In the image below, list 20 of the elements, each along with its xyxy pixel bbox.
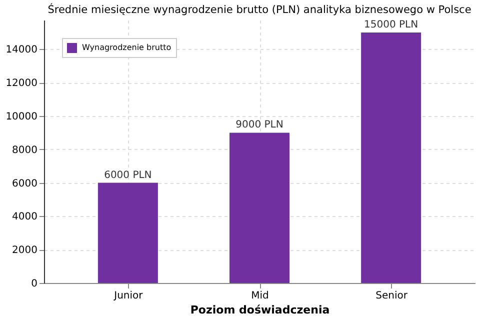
bar xyxy=(230,132,290,283)
y-tick-label: 8000 xyxy=(12,144,38,156)
legend-label: Wynagrodzenie brutto xyxy=(82,43,172,52)
bar xyxy=(361,32,422,283)
chart-title: Średnie miesięczne wynagrodzenie brutto (PLN) analityka biznesowego w Polsce xyxy=(48,3,472,16)
x-axis-title: Poziom doświadczenia xyxy=(190,304,330,316)
y-tick-label: 14000 xyxy=(6,44,38,56)
x-tick-label: Senior xyxy=(376,290,408,302)
y-tick-label: 4000 xyxy=(12,212,38,223)
y-tick-label: 6000 xyxy=(12,178,38,190)
y-tick-label: 10000 xyxy=(6,112,38,123)
bar xyxy=(98,182,158,283)
y-tick-label: 0 xyxy=(31,278,38,290)
y-tick-label: 12000 xyxy=(6,78,38,90)
x-tick-label: Mid xyxy=(251,290,269,302)
text: 9000 PLN xyxy=(236,120,284,131)
y-tick-label: 2000 xyxy=(12,245,38,256)
text: 6000 PLN xyxy=(104,170,152,181)
text: 15000 PLN xyxy=(364,20,418,31)
x-tick-label: Junior xyxy=(113,290,144,302)
